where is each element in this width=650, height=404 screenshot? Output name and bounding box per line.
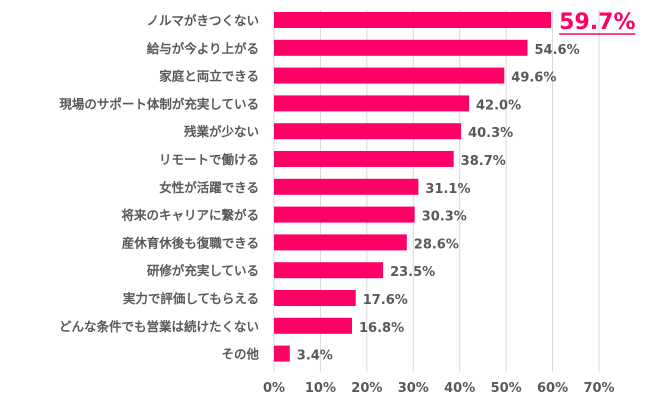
- x-tick-label: 40%: [444, 381, 475, 396]
- bar: [274, 151, 454, 167]
- category-label: 産休育休後も復職できる: [122, 235, 259, 250]
- category-label: ノルマがきつくない: [146, 13, 259, 28]
- bar: [274, 67, 505, 84]
- bar: [274, 290, 356, 306]
- category-label: 研修が充実している: [147, 263, 259, 278]
- bar: [274, 206, 415, 223]
- data-label: 38.7%: [461, 154, 506, 169]
- data-label: 54.6%: [535, 43, 580, 58]
- category-label: どんな条件でも営業は続けたくない: [59, 319, 259, 334]
- bar: [274, 123, 462, 140]
- x-tick-label: 60%: [537, 381, 568, 396]
- bar: [274, 39, 528, 56]
- category-label: 現場のサポート体制が充実している: [59, 96, 259, 111]
- bar: [274, 178, 419, 195]
- category-label: その他: [221, 347, 259, 362]
- x-tick-label: 20%: [351, 381, 382, 396]
- bar: [274, 262, 384, 279]
- data-label: 23.5%: [390, 265, 435, 280]
- bar: [274, 345, 290, 362]
- data-label: 42.0%: [476, 98, 521, 113]
- category-label: 実力で評価してもらえる: [123, 291, 259, 306]
- data-label: 16.8%: [359, 321, 404, 336]
- x-tick-label: 10%: [305, 381, 336, 396]
- data-label: 28.6%: [414, 237, 459, 252]
- data-label-highlight: 59.7%: [559, 10, 635, 35]
- data-label: 40.3%: [468, 126, 513, 141]
- category-label: リモートで働ける: [159, 152, 259, 167]
- data-label: 30.3%: [422, 210, 467, 225]
- x-tick-label: 50%: [491, 381, 522, 396]
- x-tick-label: 30%: [398, 381, 429, 396]
- data-label: 31.1%: [425, 182, 470, 197]
- category-label: 女性が活躍できる: [159, 180, 259, 195]
- x-tick-label: 0%: [263, 381, 285, 396]
- bar: [274, 95, 469, 112]
- x-tick-label: 70%: [583, 381, 614, 396]
- bar: [274, 12, 552, 28]
- bar: [274, 317, 352, 334]
- category-label: 給与が今より上がる: [147, 41, 259, 56]
- data-label: 49.6%: [511, 71, 556, 86]
- data-label: 17.6%: [363, 293, 408, 308]
- data-label: 3.4%: [297, 349, 333, 364]
- category-label: 将来のキャリアに繋がる: [121, 208, 259, 223]
- bar: [274, 234, 407, 251]
- category-label: 家庭と両立できる: [159, 69, 259, 84]
- category-label: 残業が少ない: [184, 124, 259, 139]
